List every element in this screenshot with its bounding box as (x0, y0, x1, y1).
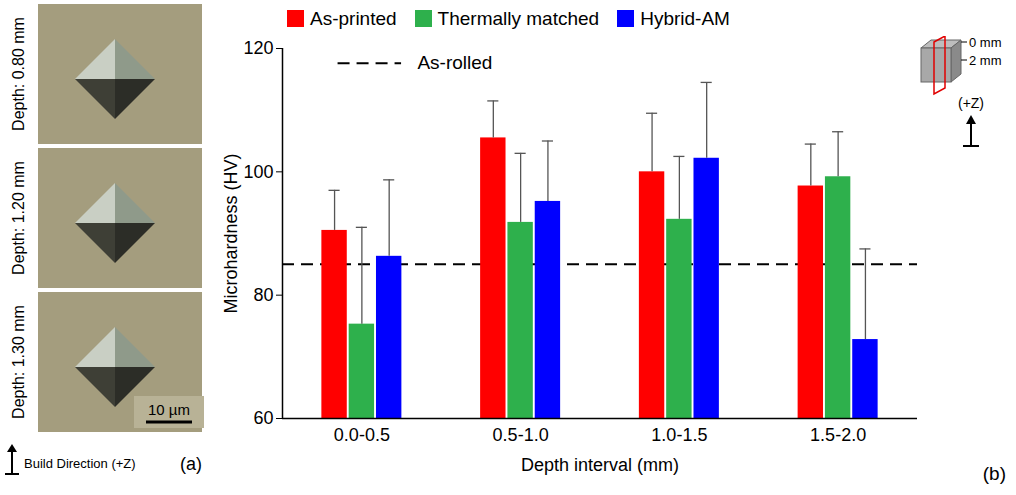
svg-text:120: 120 (243, 38, 273, 58)
svg-text:0.0-0.5: 0.0-0.5 (334, 425, 390, 445)
svg-text:2 mm: 2 mm (969, 53, 1002, 68)
svg-text:Depth: 1.20 mm: Depth: 1.20 mm (10, 161, 27, 275)
svg-text:1.0-1.5: 1.0-1.5 (651, 425, 707, 445)
html-text:Thermally matched: Thermally matched (437, 8, 600, 29)
svg-text:(a): (a) (180, 454, 202, 474)
html-text:(b): (b) (982, 463, 1006, 484)
svg-text:60: 60 (253, 408, 273, 428)
svg-text:Depth interval (mm): Depth interval (mm) (521, 455, 679, 475)
svg-text:As-rolled: As-rolled (417, 52, 492, 73)
html-text:As-printed: As-printed (310, 8, 397, 29)
svg-text:80: 80 (253, 285, 273, 305)
svg-text:100: 100 (243, 162, 273, 182)
svg-text:1.5-2.0: 1.5-2.0 (810, 425, 866, 445)
svg-text:Depth: 0.80 mm: Depth: 0.80 mm (10, 17, 27, 131)
svg-text:(+Z): (+Z) (958, 95, 984, 111)
svg-text:Build Direction (+Z): Build Direction (+Z) (24, 456, 136, 471)
svg-text:0 mm: 0 mm (969, 36, 1002, 50)
svg-text:Depth: 1.30 mm: Depth: 1.30 mm (10, 305, 27, 419)
svg-text:10 µm: 10 µm (148, 401, 190, 418)
svg-text:Microhardness (HV): Microhardness (HV) (221, 153, 241, 313)
html-text:Hybrid-AM: Hybrid-AM (640, 8, 730, 29)
svg-text:0.5-1.0: 0.5-1.0 (493, 425, 549, 445)
